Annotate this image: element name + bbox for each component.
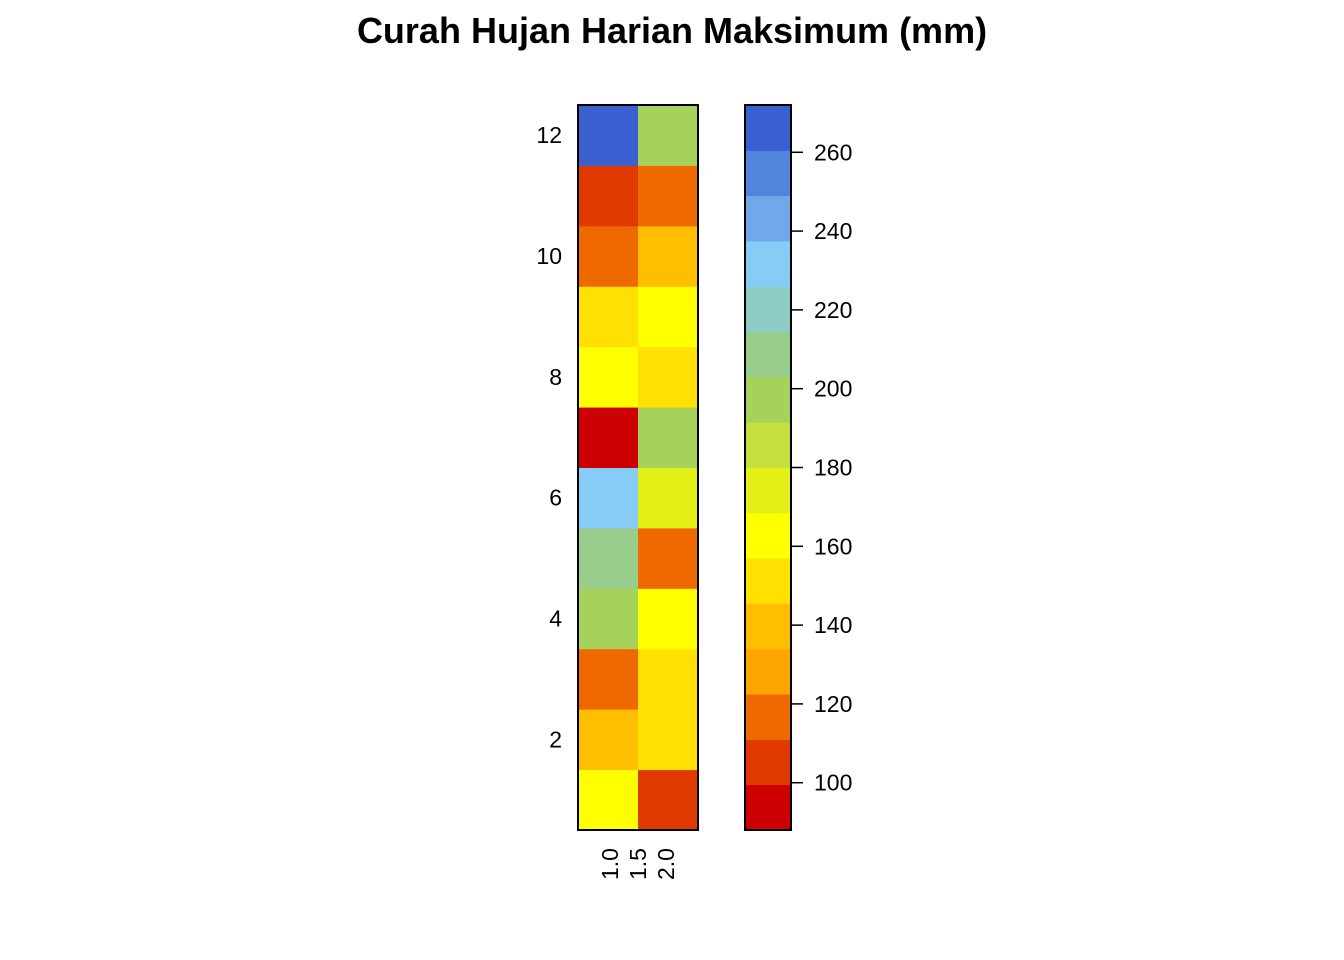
legend-swatch xyxy=(745,240,791,287)
heatmap-cell-r1-c1 xyxy=(578,769,639,831)
y-axis: 2 4 6 8 10 12 xyxy=(536,122,562,752)
heatmap-cell-r2-c1 xyxy=(578,709,639,771)
legend-swatch xyxy=(745,739,791,786)
x-tick-label: 1.0 xyxy=(597,848,623,880)
legend-tick-label: 120 xyxy=(814,691,852,717)
heatmap-cell-r10-c2 xyxy=(638,225,699,287)
legend-swatch xyxy=(745,784,791,831)
chart-title: Curah Hujan Harian Maksimum (mm) xyxy=(357,10,987,51)
legend-swatch xyxy=(745,648,791,695)
heatmap-cell-r1-c2 xyxy=(638,769,699,831)
heatmap-cell-r9-c1 xyxy=(578,286,639,348)
heatmap-cell-r8-c2 xyxy=(638,346,699,408)
legend-tick-label: 180 xyxy=(814,455,852,481)
heatmap-cells xyxy=(577,104,699,831)
x-tick-label: 1.5 xyxy=(625,848,651,880)
legend-tick-label: 260 xyxy=(814,139,852,165)
legend-tick-label: 240 xyxy=(814,218,852,244)
legend-tick-label: 220 xyxy=(814,297,852,323)
heatmap-cell-r11-c1 xyxy=(578,165,639,227)
heatmap-cell-r5-c1 xyxy=(578,527,639,589)
y-tick-label: 8 xyxy=(549,364,562,390)
heatmap-cell-r12-c1 xyxy=(578,105,639,166)
legend-swatch xyxy=(745,331,791,378)
heatmap-cell-r6-c2 xyxy=(638,467,699,529)
color-legend: 100 120 140 160 180 200 220 240 260 xyxy=(744,104,852,831)
legend-tick-label: 140 xyxy=(814,612,852,638)
heatmap-cell-r2-c2 xyxy=(638,709,699,771)
heatmap-cell-r11-c2 xyxy=(638,165,699,227)
legend-tick-label: 100 xyxy=(814,770,852,796)
legend-swatch xyxy=(745,422,791,468)
heatmap-cell-r10-c1 xyxy=(578,225,639,287)
heatmap-cell-r4-c1 xyxy=(578,588,639,650)
y-tick-label: 10 xyxy=(536,243,562,269)
legend-swatch xyxy=(745,512,791,559)
legend-swatch xyxy=(745,558,791,604)
y-tick-label: 12 xyxy=(536,122,562,148)
heatmap-cell-r6-c1 xyxy=(578,467,639,529)
heatmap-frame xyxy=(577,104,699,831)
legend-tick-label: 160 xyxy=(814,533,852,559)
legend-swatch xyxy=(745,105,791,151)
legend-swatch xyxy=(745,286,791,333)
heatmap-cell-r3-c2 xyxy=(638,648,699,710)
heatmap-cell-r5-c2 xyxy=(638,527,699,589)
x-tick-label: 2.0 xyxy=(653,848,679,880)
legend-tick-label: 200 xyxy=(814,376,852,402)
x-axis: 1.0 1.5 2.0 xyxy=(597,848,679,880)
y-tick-label: 2 xyxy=(549,726,562,752)
heatmap-cell-r3-c1 xyxy=(578,648,639,710)
heatmap-cell-r9-c2 xyxy=(638,286,699,348)
heatmap-cell-r8-c1 xyxy=(578,346,639,408)
heatmap-cell-r12-c2 xyxy=(638,105,699,166)
legend-swatch xyxy=(745,603,791,650)
legend-swatch xyxy=(745,195,791,242)
y-tick-label: 4 xyxy=(549,606,562,632)
y-tick-label: 6 xyxy=(549,485,562,511)
legend-swatch xyxy=(745,694,791,740)
heatmap-cell-r7-c1 xyxy=(578,407,639,468)
legend-swatch xyxy=(745,376,791,423)
heatmap-cell-r4-c2 xyxy=(638,588,699,650)
legend-swatch xyxy=(745,150,791,197)
legend-swatch xyxy=(745,467,791,514)
heatmap-cell-r7-c2 xyxy=(638,407,699,468)
